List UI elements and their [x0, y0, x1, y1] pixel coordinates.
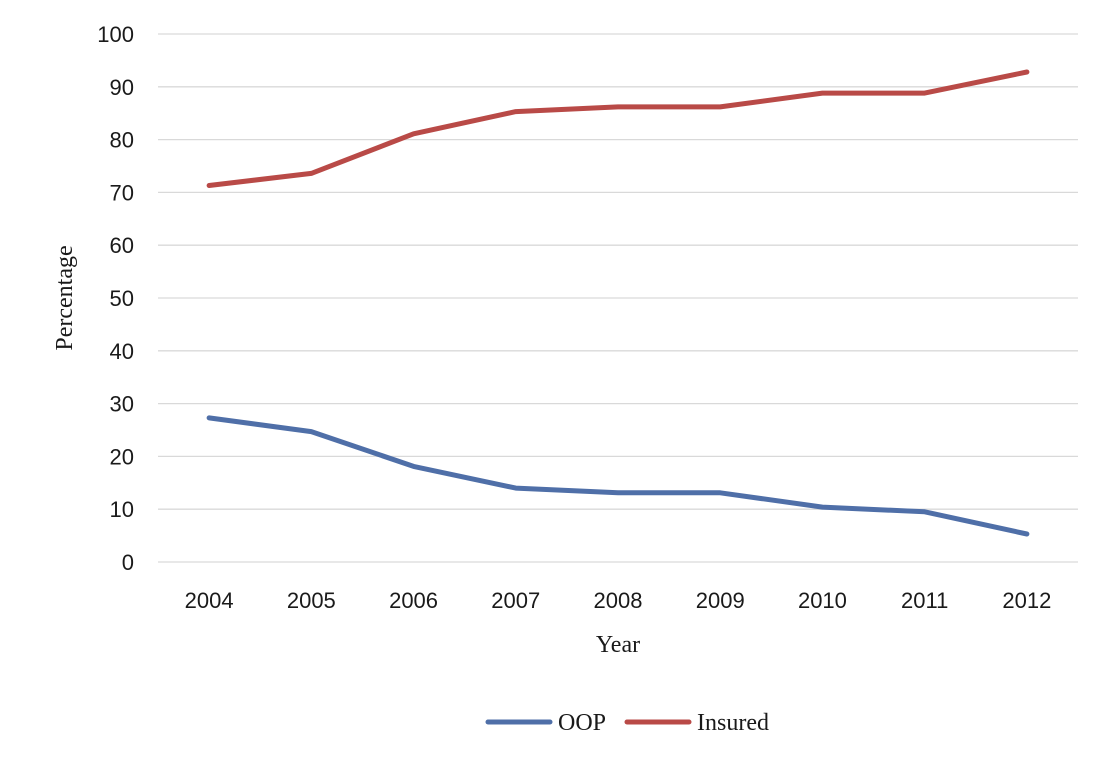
x-tick-label: 2008: [594, 588, 643, 613]
x-tick-label: 2006: [389, 588, 438, 613]
y-tick-label: 100: [97, 22, 134, 47]
legend-label-insured: Insured: [697, 710, 769, 736]
y-tick-label: 30: [110, 392, 134, 417]
y-tick-label: 60: [110, 233, 134, 258]
x-tick-label: 2007: [491, 588, 540, 613]
y-axis-title: Percentage: [52, 245, 78, 350]
legend: OOP Insured: [485, 710, 769, 736]
x-tick-label: 2011: [901, 588, 948, 613]
x-tick-label: 2012: [1002, 588, 1051, 613]
y-tick-label: 90: [110, 75, 134, 100]
y-tick-label: 20: [110, 444, 134, 469]
x-tick-label: 2004: [185, 588, 234, 613]
series-lines: [206, 69, 1030, 537]
y-tick-label: 40: [110, 339, 134, 364]
y-axis-ticks: 0 10 20 30 40 50 60 70 80 90 100: [97, 22, 134, 575]
y-tick-label: 0: [122, 550, 134, 575]
y-tick-label: 50: [110, 286, 134, 311]
y-tick-label: 10: [110, 497, 134, 522]
y-tick-label: 80: [110, 128, 134, 153]
x-tick-label: 2005: [287, 588, 336, 613]
x-axis-title: Year: [596, 632, 640, 658]
x-axis-ticks: 2004 2005 2006 2007 2008 2009 2010 2011 2012: [185, 588, 1052, 613]
y-tick-label: 70: [110, 180, 134, 205]
gridlines: [158, 33, 1078, 563]
x-tick-label: 2009: [696, 588, 745, 613]
x-tick-label: 2010: [798, 588, 847, 613]
series-line-insured: [206, 69, 1030, 188]
series-line-oop: [206, 415, 1030, 537]
legend-label-oop: OOP: [558, 710, 606, 736]
